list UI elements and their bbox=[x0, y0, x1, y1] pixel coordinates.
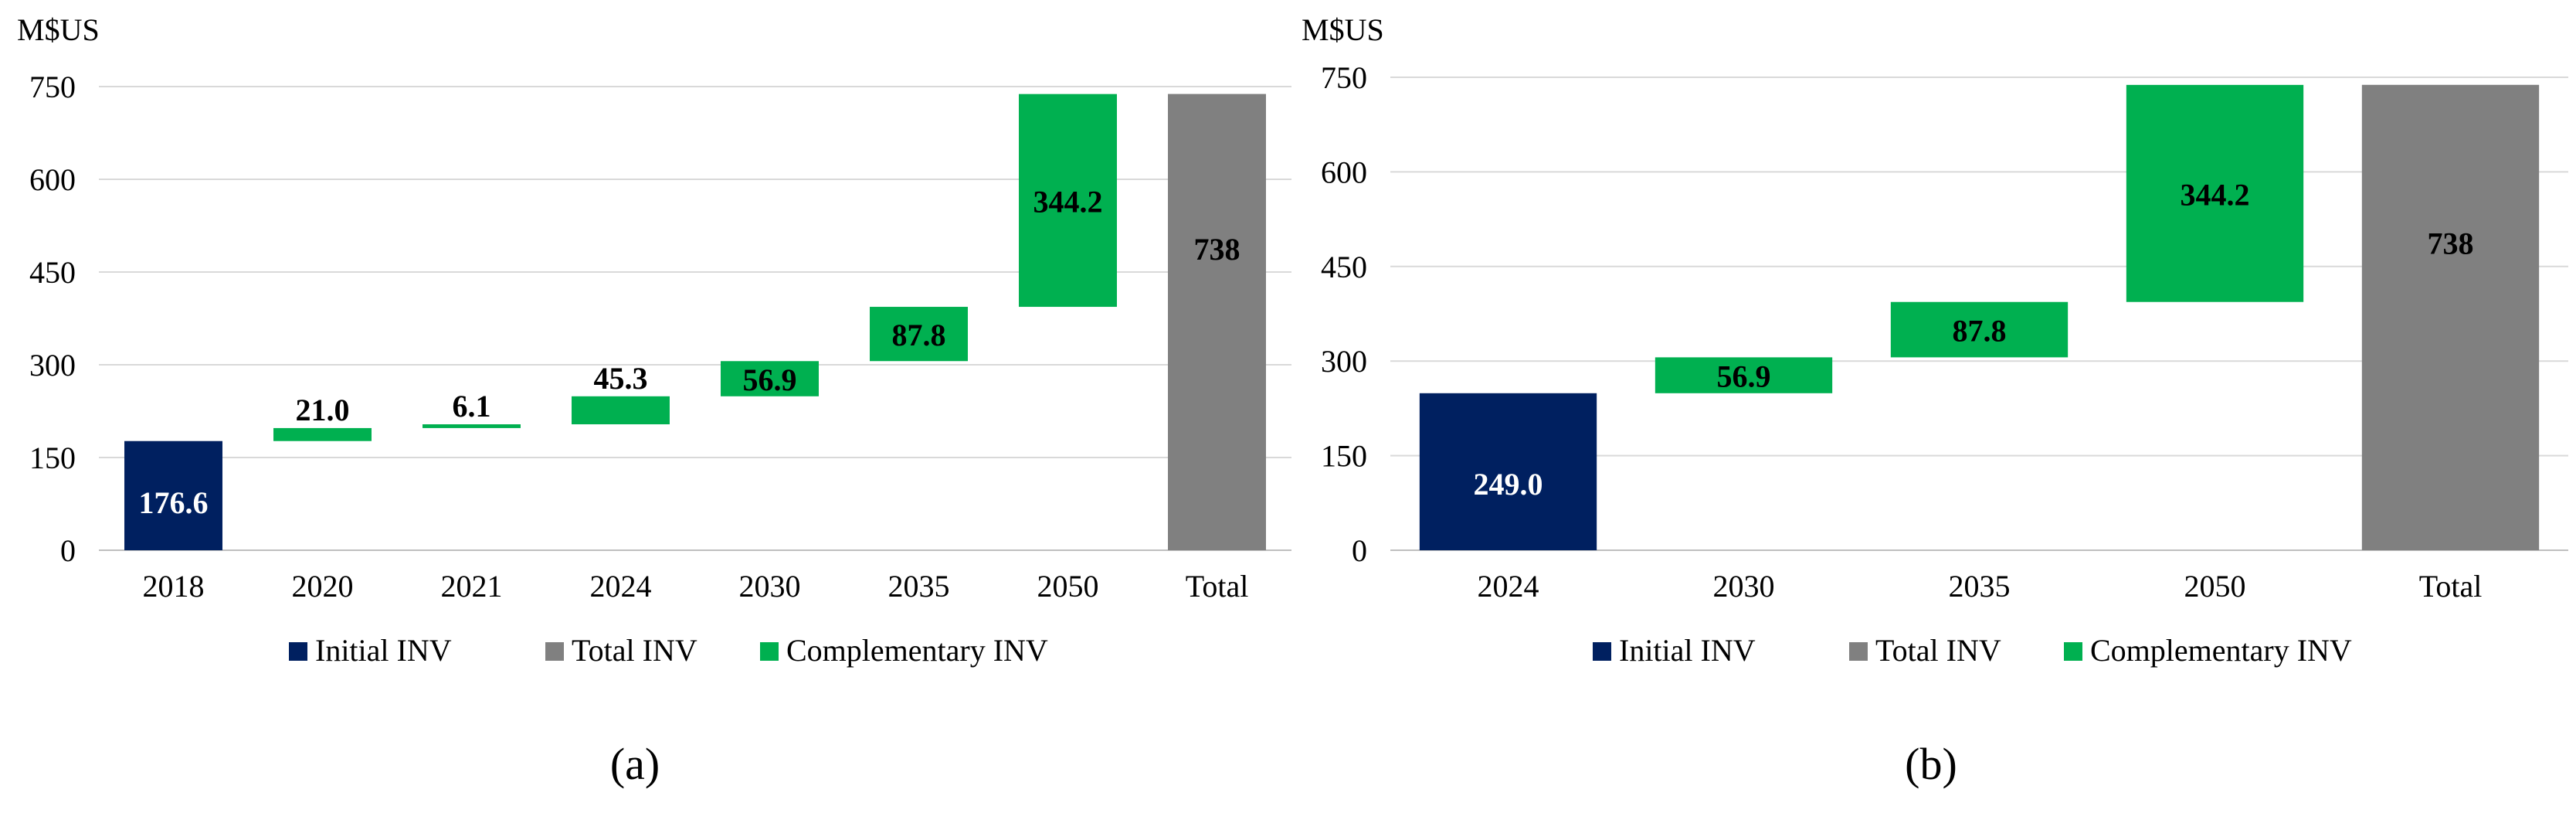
x-tick-label: 2050 bbox=[2184, 569, 2246, 604]
x-tick-label: 2050 bbox=[1037, 569, 1099, 604]
bar-complementary-2021 bbox=[423, 424, 521, 428]
data-label: 344.2 bbox=[2181, 177, 2250, 212]
bar-complementary-2050 bbox=[1019, 94, 1117, 308]
data-label: 56.9 bbox=[1717, 359, 1771, 394]
bar-complementary-2020 bbox=[273, 427, 372, 441]
y-tick-label: 150 bbox=[1321, 439, 1367, 474]
bar-complementary-2030 bbox=[721, 361, 819, 396]
y-tick-label: 450 bbox=[29, 255, 76, 290]
y-tick-label: 750 bbox=[1321, 60, 1367, 95]
bar-initial-2024 bbox=[1419, 393, 1597, 550]
data-label: 249.0 bbox=[1474, 467, 1543, 502]
data-label: 6.1 bbox=[453, 389, 491, 424]
bar-initial-2018 bbox=[124, 441, 222, 550]
unit-label: M$US bbox=[17, 12, 100, 47]
waterfall-chart-a: M$US 0 150 300 450 600 750 176.6 2018 21.0 2020 6.1… bbox=[17, 12, 1291, 668]
x-tick-label: 2018 bbox=[143, 569, 205, 604]
waterfall-chart-b: M$US 0 150 300 450 600 750 249.0 2024 56.9 2030 87.… bbox=[1302, 12, 2568, 668]
legend-label: Initial INV bbox=[1619, 633, 1756, 668]
legend-label: Complementary INV bbox=[786, 633, 1048, 668]
legend-label: Total INV bbox=[1875, 633, 2001, 668]
x-tick-label: 2024 bbox=[1478, 569, 1539, 604]
y-tick-label: 750 bbox=[29, 70, 76, 104]
legend-swatch-total bbox=[545, 642, 564, 661]
y-tick-label: 600 bbox=[1321, 155, 1367, 189]
y-tick-label: 450 bbox=[1321, 250, 1367, 284]
x-tick-label: 2024 bbox=[590, 569, 652, 604]
data-label: 87.8 bbox=[1953, 314, 2007, 349]
data-label: 21.0 bbox=[296, 393, 350, 427]
y-tick-label: 0 bbox=[60, 533, 76, 568]
x-tick-label: 2020 bbox=[292, 569, 354, 604]
y-tick-label: 150 bbox=[29, 441, 76, 475]
y-tick-label: 0 bbox=[1352, 533, 1367, 568]
y-tick-label: 300 bbox=[1321, 344, 1367, 379]
y-tick-label: 300 bbox=[29, 348, 76, 383]
bar-total-total bbox=[2361, 84, 2540, 551]
y-tick-label: 600 bbox=[29, 162, 76, 197]
legend-label: Complementary INV bbox=[2090, 633, 2352, 668]
x-tick-label: 2035 bbox=[888, 569, 950, 604]
unit-label: M$US bbox=[1302, 12, 1384, 47]
bar-total-total bbox=[1168, 94, 1266, 551]
x-tick-label: Total bbox=[1186, 569, 1249, 604]
bar-complementary-2035 bbox=[870, 307, 968, 362]
legend-label: Initial INV bbox=[315, 633, 452, 668]
data-label: 45.3 bbox=[594, 361, 648, 396]
data-label: 738 bbox=[1194, 232, 1240, 267]
legend-swatch-complementary bbox=[2064, 642, 2082, 661]
x-tick-label: Total bbox=[2419, 569, 2483, 604]
bar-complementary-2035 bbox=[1890, 301, 2069, 358]
x-tick-label: 2030 bbox=[739, 569, 801, 604]
legend-swatch-initial bbox=[289, 642, 307, 661]
x-tick-label: 2035 bbox=[1949, 569, 2011, 604]
bar-complementary-2050 bbox=[2126, 84, 2304, 302]
legend-label: Total INV bbox=[572, 633, 697, 668]
data-label: 176.6 bbox=[139, 485, 209, 520]
legend-swatch-initial bbox=[1593, 642, 1611, 661]
panel-caption-a: (a) bbox=[610, 739, 660, 789]
bar-complementary-2024 bbox=[572, 396, 670, 425]
bar-complementary-2030 bbox=[1655, 357, 1833, 393]
data-label: 87.8 bbox=[892, 318, 946, 352]
x-tick-label: 2030 bbox=[1713, 569, 1775, 604]
data-label: 56.9 bbox=[743, 362, 797, 397]
legend-swatch-complementary bbox=[760, 642, 779, 661]
x-tick-label: 2021 bbox=[441, 569, 503, 604]
panel-caption-b: (b) bbox=[1905, 739, 1957, 789]
legend-swatch-total bbox=[1849, 642, 1868, 661]
data-label: 738 bbox=[2428, 226, 2474, 260]
data-label: 344.2 bbox=[1033, 184, 1103, 219]
